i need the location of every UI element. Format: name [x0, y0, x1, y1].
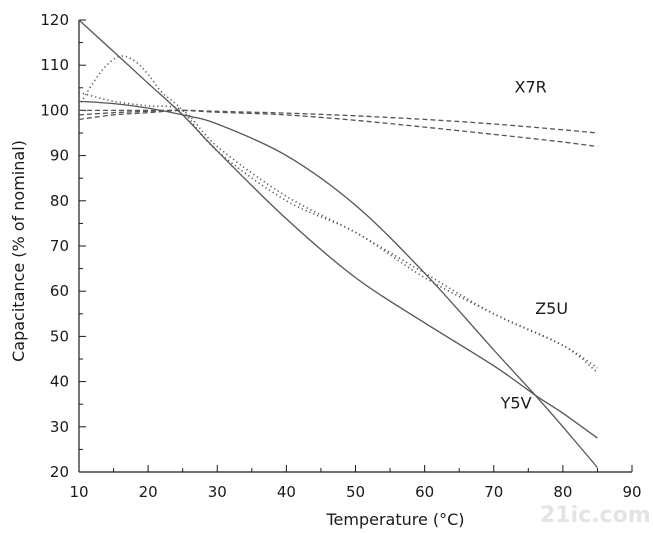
x-tick-label: 80 — [553, 483, 572, 501]
series-label-z5u: Z5U — [535, 299, 568, 318]
y-tick-label: 20 — [50, 463, 69, 481]
watermark: 21ic.com — [540, 503, 651, 528]
y-tick-label: 30 — [50, 418, 69, 436]
x-tick-label: 40 — [277, 483, 296, 501]
y-tick-label: 90 — [50, 147, 69, 165]
series-line-z5u-3 — [78, 55, 598, 374]
y-tick-label: 100 — [40, 101, 69, 119]
x-tick-label: 30 — [208, 483, 227, 501]
y-tick-label: 60 — [50, 282, 69, 300]
y-tick-label: 40 — [50, 373, 69, 391]
y-tick-label: 80 — [50, 192, 69, 210]
x-tick-label: 20 — [139, 483, 158, 501]
y-axis-title: Capacitance (% of nominal) — [9, 140, 28, 362]
x-tick-label: 60 — [415, 483, 434, 501]
x-tick-label: 10 — [69, 483, 88, 501]
series-line-x7r-0 — [78, 109, 598, 134]
y-tick-label: 120 — [40, 11, 69, 29]
series-line-x7r-1 — [78, 109, 598, 148]
x-tick-label: 70 — [484, 483, 503, 501]
series-label-x7r: X7R — [514, 77, 546, 96]
x-axis-title: Temperature (°C) — [325, 510, 464, 529]
x-tick-label: 90 — [622, 483, 641, 501]
x-tick-label: 50 — [346, 483, 365, 501]
series-line-y5v-6 — [78, 19, 598, 439]
y-tick-label: 70 — [50, 237, 69, 255]
series-line-z5u-4 — [78, 91, 598, 369]
series-label-y5v: Y5V — [500, 394, 532, 413]
y-tick-label: 50 — [50, 327, 69, 345]
y-tick-label: 110 — [40, 56, 69, 74]
